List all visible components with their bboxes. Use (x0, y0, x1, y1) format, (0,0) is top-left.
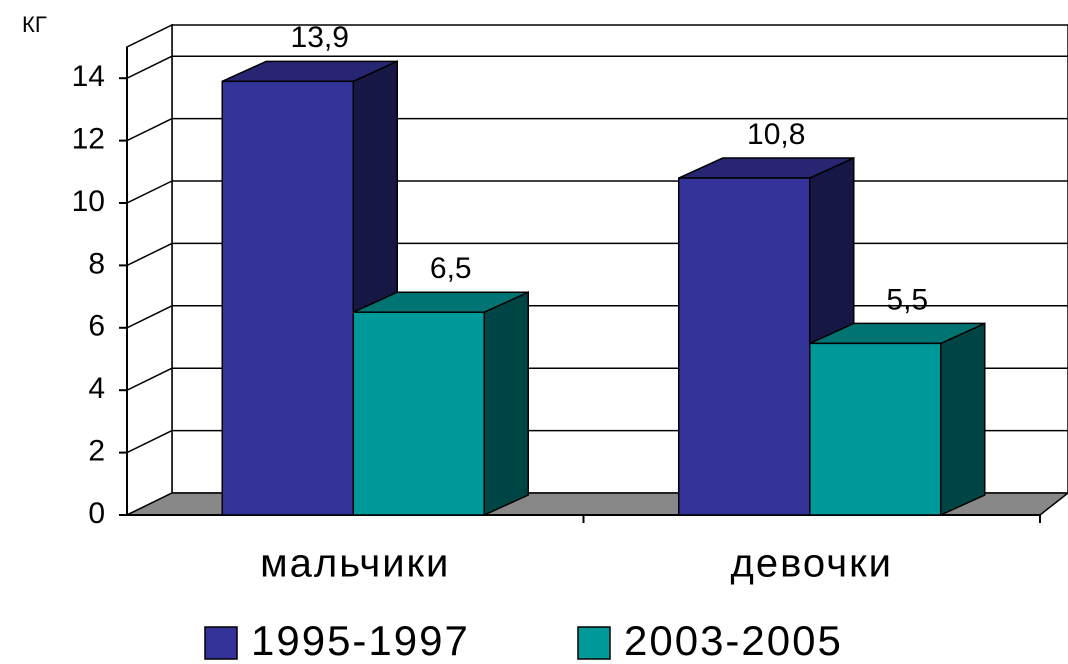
y-tick-label: 4 (88, 372, 105, 405)
grid-line (126, 242, 173, 267)
bar (352, 311, 485, 516)
legend-label: 1995-1997 (251, 617, 470, 664)
y-axis-label: КГ (22, 12, 47, 37)
y-tick-label: 10 (72, 185, 105, 218)
value-label: 10,8 (747, 118, 805, 151)
bar (221, 80, 354, 516)
bar (678, 177, 811, 516)
grid-line (126, 55, 173, 79)
grid-line (126, 305, 173, 329)
value-label: 6,5 (430, 252, 472, 285)
value-label: 5,5 (886, 283, 928, 316)
bar-side (940, 322, 986, 517)
grid-line (126, 429, 173, 454)
legend-swatch (204, 626, 238, 660)
grid-line (126, 367, 173, 391)
legend-swatch (577, 626, 611, 660)
y-tick-label: 0 (88, 497, 105, 530)
grid-line (126, 117, 173, 142)
grid-line (126, 180, 173, 204)
x-tick-label: мальчики (260, 542, 450, 586)
value-label: 13,9 (291, 21, 349, 54)
legend-label: 2003-2005 (624, 617, 843, 664)
bar-side (483, 291, 529, 517)
y-tick-label: 8 (88, 247, 105, 280)
y-tick-label: 14 (72, 60, 105, 93)
x-tick-label: девочки (731, 542, 893, 586)
y-tick-label: 6 (88, 310, 105, 343)
bar (809, 342, 942, 516)
y-tick-label: 2 (88, 435, 105, 468)
y-tick-label: 12 (72, 123, 105, 156)
